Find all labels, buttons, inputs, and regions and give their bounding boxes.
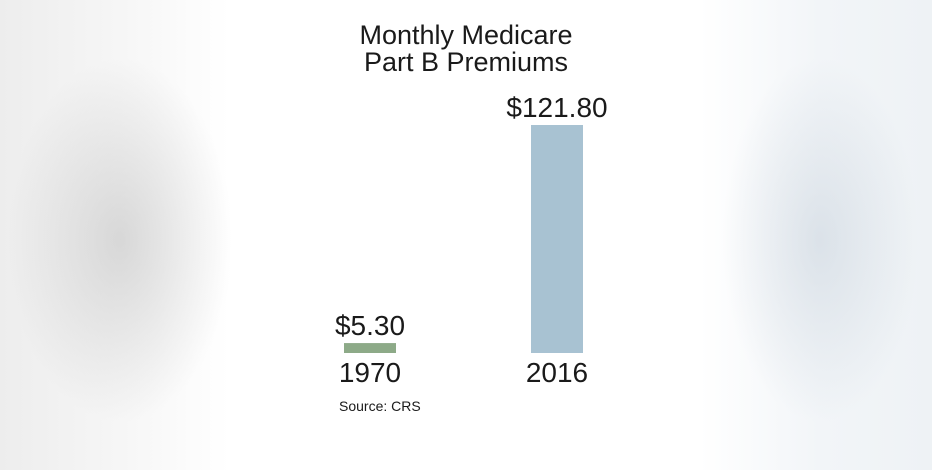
x-tick-label-2016: 2016 xyxy=(526,357,588,388)
chart-title-line-2: Part B Premiums xyxy=(364,47,568,77)
bar-1970 xyxy=(344,343,396,353)
data-label-1970: $5.30 xyxy=(335,310,405,341)
source-note: Source: CRS xyxy=(339,398,421,414)
x-tick-label-1970: 1970 xyxy=(339,357,401,388)
bar-2016 xyxy=(531,125,583,353)
data-label-2016: $121.80 xyxy=(506,92,607,123)
chart-panel xyxy=(232,0,700,470)
bars-layer: $5.30 1970 $121.80 2016 xyxy=(335,92,608,388)
chart-title-line-1: Monthly Medicare xyxy=(359,20,572,50)
